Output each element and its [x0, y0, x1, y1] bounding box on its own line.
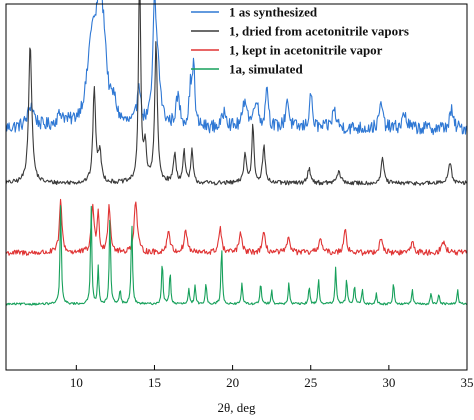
- legend-label: 1, dried from acetonitrile vapors: [229, 24, 409, 39]
- x-tick-label: 20: [226, 375, 239, 390]
- series-line: [5, 0, 468, 186]
- x-tick-label: 30: [382, 375, 395, 390]
- x-axis-title: 2θ, deg: [218, 400, 256, 415]
- series-line: [5, 0, 468, 136]
- plot-lines: [5, 0, 468, 306]
- x-tick-label: 10: [70, 375, 83, 390]
- series-line: [5, 198, 468, 256]
- legend-label: 1a, simulated: [229, 62, 303, 77]
- x-tick-label: 35: [461, 375, 474, 390]
- x-tick-label: 25: [304, 375, 317, 390]
- x-axis-ticks: 10 15 20 25 30 35: [70, 365, 474, 390]
- x-tick-label: 15: [148, 375, 161, 390]
- legend-label: 1 as synthesized: [229, 5, 318, 20]
- legend: 1 as synthesized 1, dried from acetonitri…: [191, 5, 409, 77]
- legend-label: 1, kept in acetonitrile vapor: [229, 43, 383, 58]
- plot-frame: [5, 3, 468, 371]
- series-line: [5, 205, 468, 306]
